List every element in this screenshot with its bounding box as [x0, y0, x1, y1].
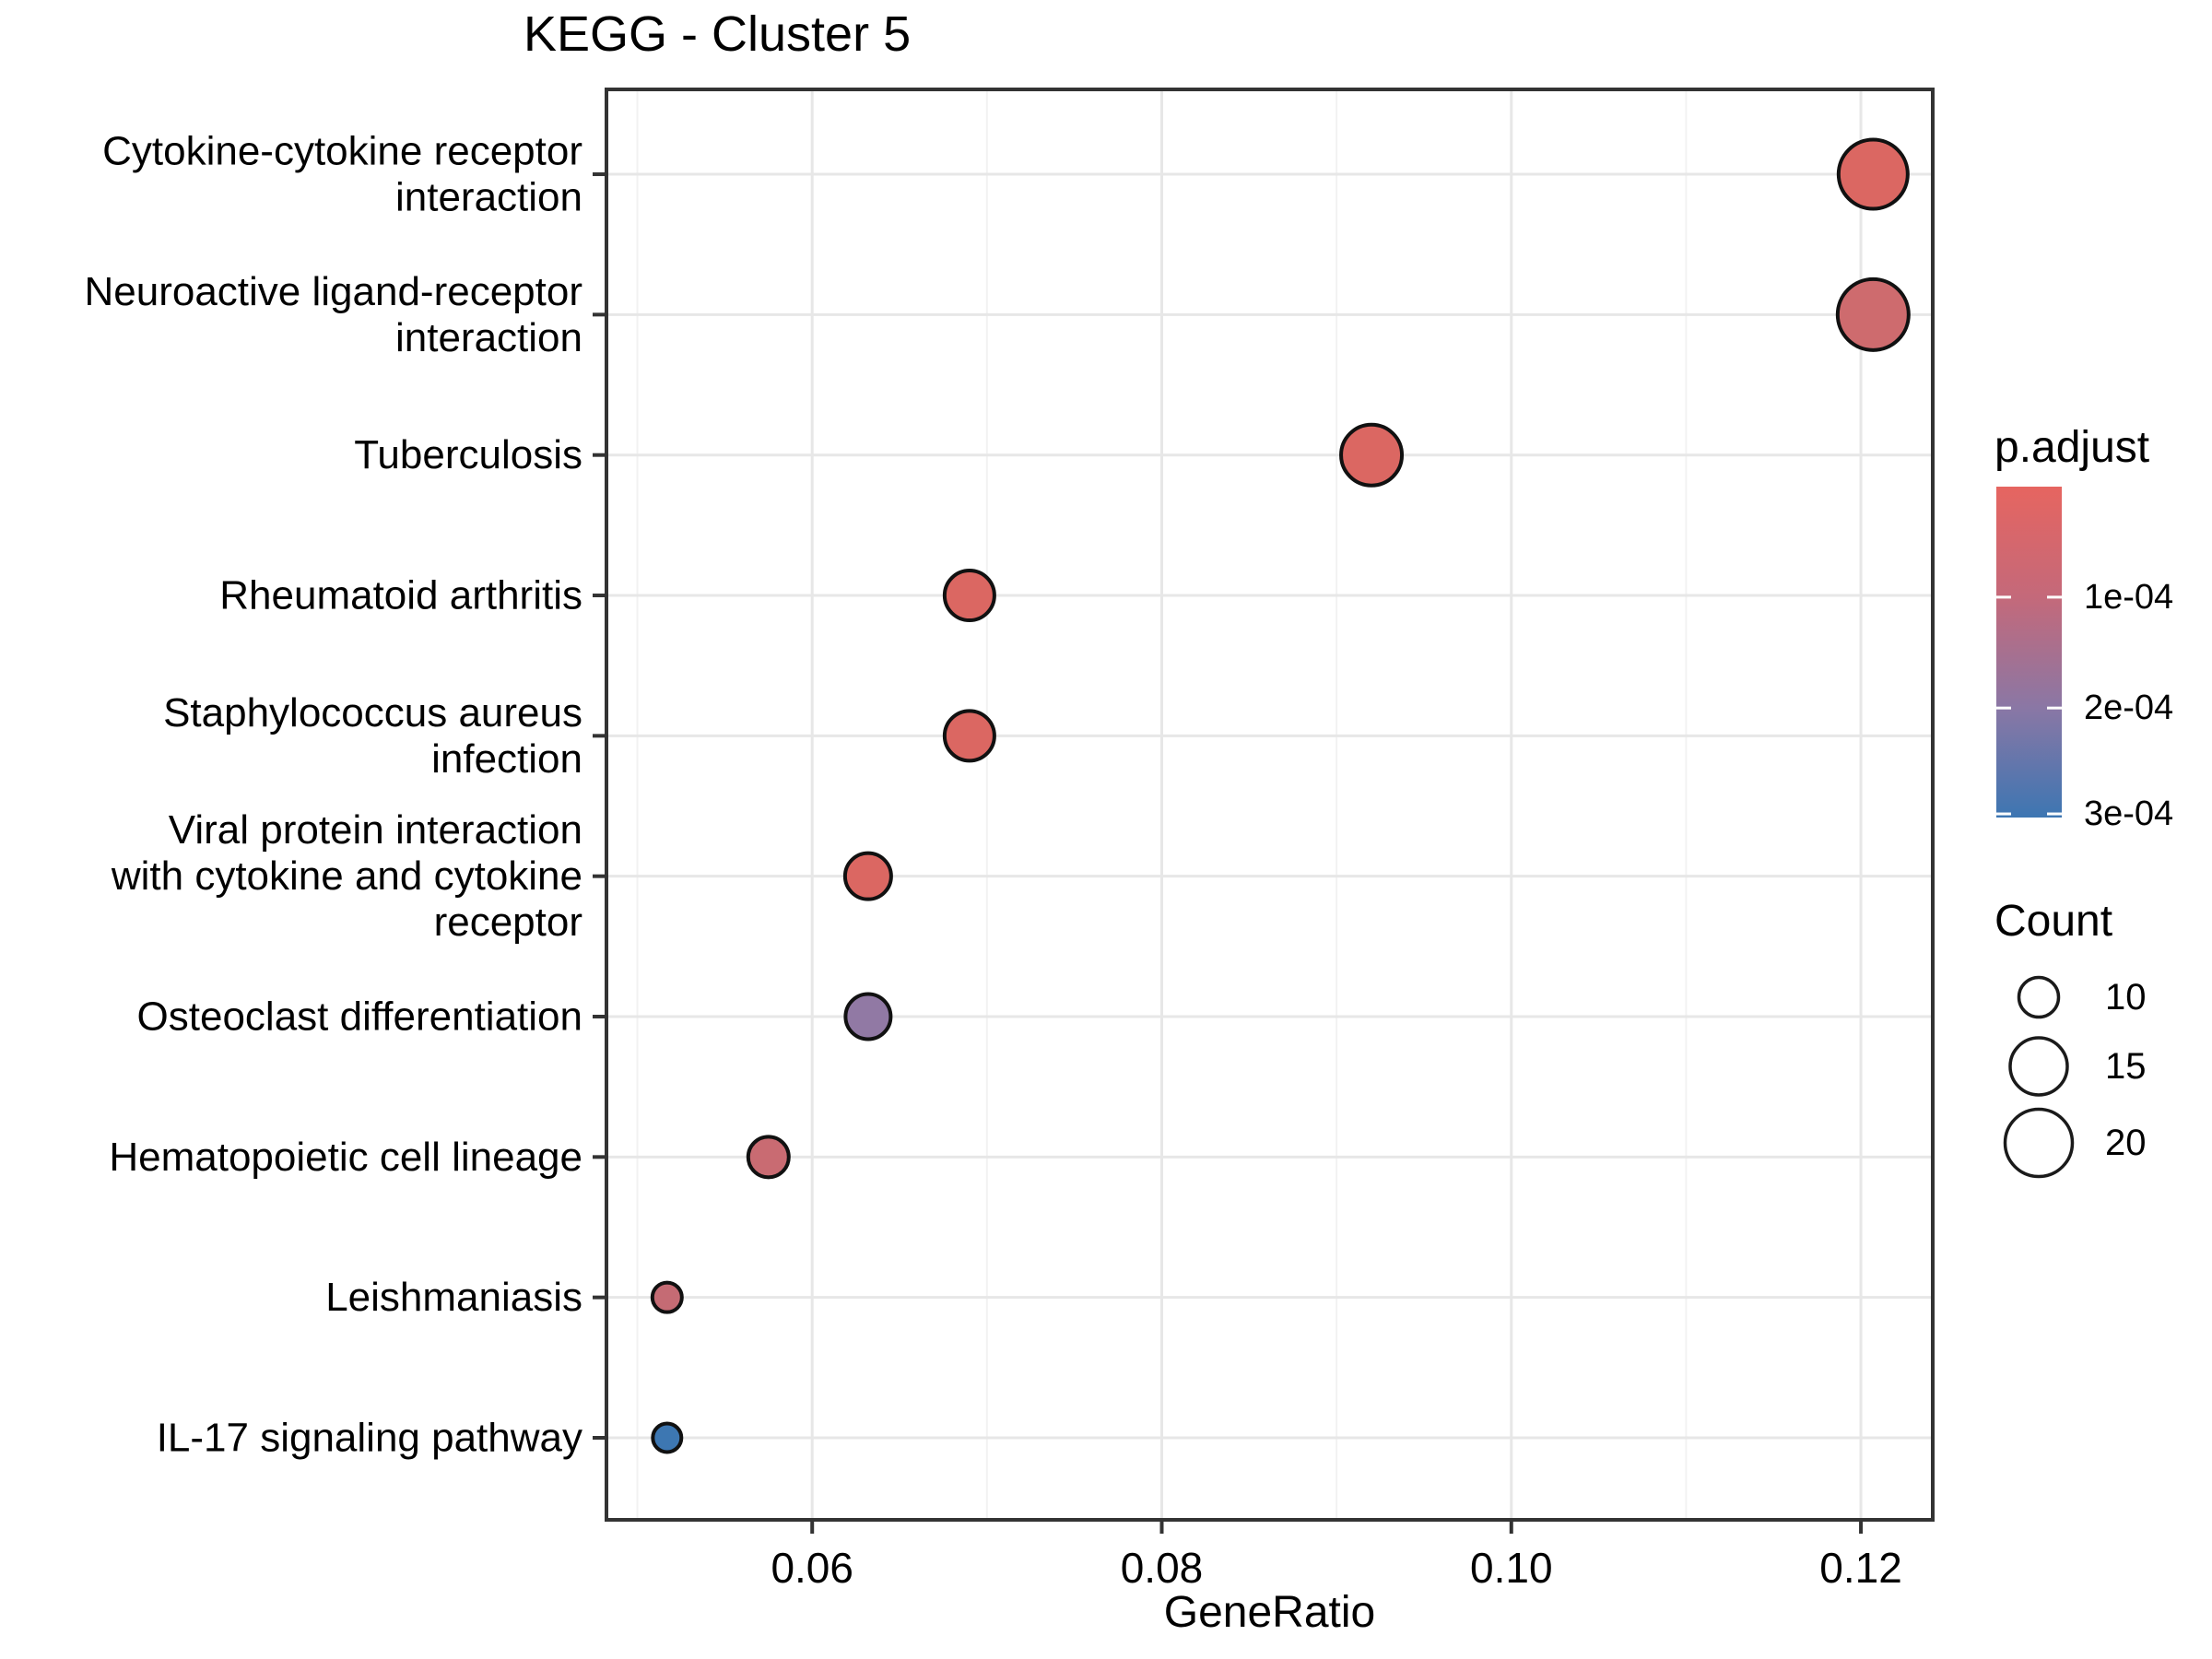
- data-point: [942, 569, 996, 623]
- x-axis-title: GeneRatio: [1163, 1588, 1376, 1637]
- plot-panel-border: [605, 88, 1935, 1522]
- x-tick-label: 0.06: [771, 1544, 853, 1592]
- legend-padjust-title: p.adjust: [1994, 423, 2150, 472]
- legend-count-label: 15: [2105, 1046, 2147, 1087]
- y-axis-label: Cytokine-cytokine receptor interaction: [102, 129, 582, 220]
- legend-count-circle: [2017, 975, 2061, 1019]
- legend-gradient-bar: [1996, 487, 2062, 818]
- data-point: [842, 851, 893, 901]
- y-axis-label: Osteoclast differentiation: [137, 994, 582, 1040]
- data-point: [746, 1135, 791, 1180]
- legend-count-label: 10: [2105, 977, 2147, 1018]
- plot-panel-background: [606, 89, 1933, 1520]
- legend-gradient-tick-label: 2e-04: [2084, 688, 2173, 727]
- x-tick-label: 0.08: [1121, 1544, 1204, 1592]
- x-tick-label: 0.10: [1470, 1544, 1553, 1592]
- legend-gradient-tick-label: 3e-04: [2084, 794, 2173, 833]
- legend-gradient-tick-label: 1e-04: [2084, 578, 2173, 617]
- data-point: [843, 992, 893, 1041]
- y-axis-label: Rheumatoid arthritis: [219, 573, 582, 618]
- y-axis-label: Hematopoietic cell lineage: [109, 1135, 582, 1180]
- y-axis-label: Viral protein interaction with cytokine a…: [111, 807, 582, 945]
- data-point: [942, 709, 996, 763]
- legend-count-circle: [2008, 1036, 2069, 1097]
- y-axis-label: Leishmaniasis: [325, 1275, 582, 1320]
- y-axis-label: Tuberculosis: [354, 432, 582, 477]
- data-point: [1835, 276, 1911, 352]
- data-point: [650, 1280, 684, 1314]
- data-point: [1836, 137, 1910, 211]
- data-point: [1339, 422, 1405, 488]
- legend-count-title: Count: [1994, 897, 2113, 946]
- y-axis-label: Staphylococcus aureus infection: [163, 690, 582, 782]
- plot-title: KEGG - Cluster 5: [524, 6, 912, 62]
- data-point: [651, 1421, 684, 1454]
- y-axis-label: Neuroactive ligand-receptor interaction: [84, 269, 582, 360]
- legend-count-label: 20: [2105, 1123, 2147, 1163]
- y-axis-label: IL-17 signaling pathway: [157, 1415, 582, 1460]
- legend-count-circle: [2003, 1107, 2075, 1179]
- x-tick-label: 0.12: [1819, 1544, 1902, 1592]
